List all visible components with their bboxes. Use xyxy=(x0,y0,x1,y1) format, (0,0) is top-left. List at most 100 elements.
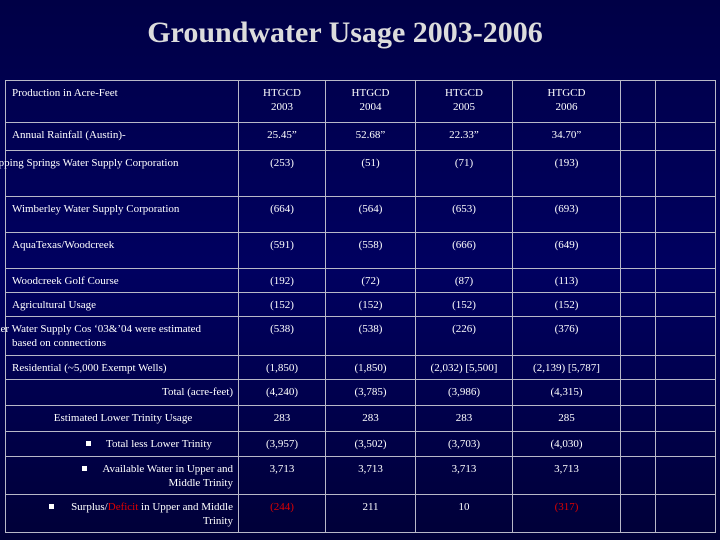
empty-cell xyxy=(655,292,716,317)
value-cell: 283 xyxy=(325,405,416,432)
value-cell: (4,240) xyxy=(238,379,326,406)
empty-cell xyxy=(655,316,716,356)
value-cell: (2,139) [5,787] xyxy=(512,355,621,380)
table-row: Other Water Supply Cos ‘03&’04 were esti… xyxy=(0,316,716,356)
value-cell: (317) xyxy=(512,494,621,533)
label-part: Residential (~5,000 Exempt Wells) xyxy=(12,362,167,374)
value-cell: 22.33” xyxy=(415,122,513,151)
label-part: Deficit xyxy=(107,501,139,513)
row-label: Available Water in Upper and Middle Trin… xyxy=(5,456,239,495)
label-text: Total (acre-feet) xyxy=(162,385,233,399)
value-cell: (152) xyxy=(512,292,621,317)
value-cell: (538) xyxy=(238,316,326,356)
value-cell: 3,713 xyxy=(415,456,513,495)
row-label: Annual Rainfall (Austin)- xyxy=(5,122,239,151)
value-cell: 25.45” xyxy=(238,122,326,151)
table-row: Woodcreek Golf Course (192) (72) (87) (113) xyxy=(5,268,716,293)
value-cell: (244) xyxy=(238,494,326,533)
value-cell: 3,713 xyxy=(325,456,416,495)
column-header: HTGCD 2005 xyxy=(415,80,513,123)
bullet xyxy=(82,466,88,471)
row-label: Woodcreek Golf Course xyxy=(5,268,239,293)
value-cell: (72) xyxy=(325,268,416,293)
value-cell: 283 xyxy=(238,405,326,432)
empty-cell xyxy=(620,150,656,197)
value-cell: (653) xyxy=(415,196,513,233)
table-row: AquaTexas/Woodcreek (591) (558) (666) (649) xyxy=(5,232,716,269)
empty-cell xyxy=(655,150,716,197)
label-part: Available Water in Upper and Middle Trin… xyxy=(102,463,233,489)
label-text: Agricultural Usage xyxy=(12,298,96,312)
value-cell: 10 xyxy=(415,494,513,533)
value-cell: (538) xyxy=(325,316,416,356)
empty-cell xyxy=(655,379,716,406)
empty-cell xyxy=(655,122,716,151)
value-cell: 285 xyxy=(512,405,621,432)
table-row: Available Water in Upper and Middle Trin… xyxy=(5,456,716,495)
label-text: AquaTexas/Woodcreek xyxy=(12,238,114,252)
empty-cell xyxy=(620,80,656,123)
row-label: Dripping Springs Water Supply Corporatio… xyxy=(0,150,239,197)
bullet xyxy=(86,441,91,446)
empty-cell xyxy=(620,268,656,293)
empty-cell xyxy=(620,405,656,432)
value-cell: 3,713 xyxy=(512,456,621,495)
usage-table: Production in Acre-Feet HTGCD 2003 HTGCD 2… xyxy=(0,80,716,533)
label-text: Production in Acre-Feet xyxy=(12,86,118,100)
value-cell: (152) xyxy=(415,292,513,317)
value-cell: (2,032) [5,500] xyxy=(415,355,513,380)
label-text: Woodcreek Golf Course xyxy=(12,274,119,288)
value-cell: (1,850) xyxy=(238,355,326,380)
value-cell: (664) xyxy=(238,196,326,233)
value-cell: 283 xyxy=(415,405,513,432)
label-part: Estimated Lower Trinity Usage xyxy=(53,412,193,424)
label-text: Dripping Springs Water Supply Corporatio… xyxy=(0,156,178,170)
label-part: Woodcreek Golf Course xyxy=(12,275,119,287)
row-label: Total (acre-feet) xyxy=(5,379,239,406)
value-cell: (1,850) xyxy=(325,355,416,380)
row-label: Residential (~5,000 Exempt Wells) xyxy=(5,355,239,380)
table-row: Residential (~5,000 Exempt Wells) (1,850)… xyxy=(5,355,716,380)
value-cell: (4,315) xyxy=(512,379,621,406)
empty-cell xyxy=(655,494,716,533)
empty-cell xyxy=(655,196,716,233)
empty-cell xyxy=(620,494,656,533)
empty-cell xyxy=(655,355,716,380)
label-text: Annual Rainfall (Austin)- xyxy=(12,128,126,142)
label-part: AquaTexas/Woodcreek xyxy=(12,239,115,251)
column-header: HTGCD 2003 xyxy=(238,80,326,123)
value-cell: 3,713 xyxy=(238,456,326,495)
label-text: Residential (~5,000 Exempt Wells) xyxy=(12,361,167,375)
label-text: Surplus/Deficit in Upper and Middle Trin… xyxy=(42,500,233,528)
value-cell: (376) xyxy=(512,316,621,356)
value-cell: (193) xyxy=(512,150,621,197)
row-label: Surplus/Deficit in Upper and Middle Trin… xyxy=(5,494,239,533)
value-cell: (113) xyxy=(512,268,621,293)
label-part: Surplus/ xyxy=(71,501,108,513)
value-cell: (558) xyxy=(325,232,416,269)
slide-title: Groundwater Usage 2003-2006 xyxy=(147,16,543,49)
table-row: Wimberley Water Supply Corporation (664)(… xyxy=(5,196,716,233)
empty-cell xyxy=(620,316,656,356)
value-cell: (3,502) xyxy=(325,431,416,457)
value-cell: (649) xyxy=(512,232,621,269)
row-label: AquaTexas/Woodcreek xyxy=(5,232,239,269)
value-cell: (152) xyxy=(325,292,416,317)
table-row: Production in Acre-Feet HTGCD 2003 HTGCD 2… xyxy=(5,80,716,123)
table-row: Agricultural Usage (152) (152) (152) (152) xyxy=(5,292,716,317)
label-part: Total (acre-feet) xyxy=(162,386,233,398)
empty-cell xyxy=(655,268,716,293)
row-label: Estimated Lower Trinity Usage xyxy=(5,405,239,432)
label-part: Annual Rainfall (Austin)- xyxy=(12,129,126,141)
row-label: Agricultural Usage xyxy=(5,292,239,317)
value-cell: (87) xyxy=(415,268,513,293)
table-row: Estimated Lower Trinity Usage 283 283 283 28… xyxy=(5,405,716,432)
row-label: Other Water Supply Cos ‘03&’04 were esti… xyxy=(0,316,239,356)
empty-cell xyxy=(620,232,656,269)
value-cell: (3,703) xyxy=(415,431,513,457)
value-cell: (4,030) xyxy=(512,431,621,457)
label-part: Dripping Springs Water Supply Corporatio… xyxy=(0,157,179,169)
table-row: Annual Rainfall (Austin)- 25.45” 52.68” 22.… xyxy=(5,122,716,151)
empty-cell xyxy=(655,456,716,495)
